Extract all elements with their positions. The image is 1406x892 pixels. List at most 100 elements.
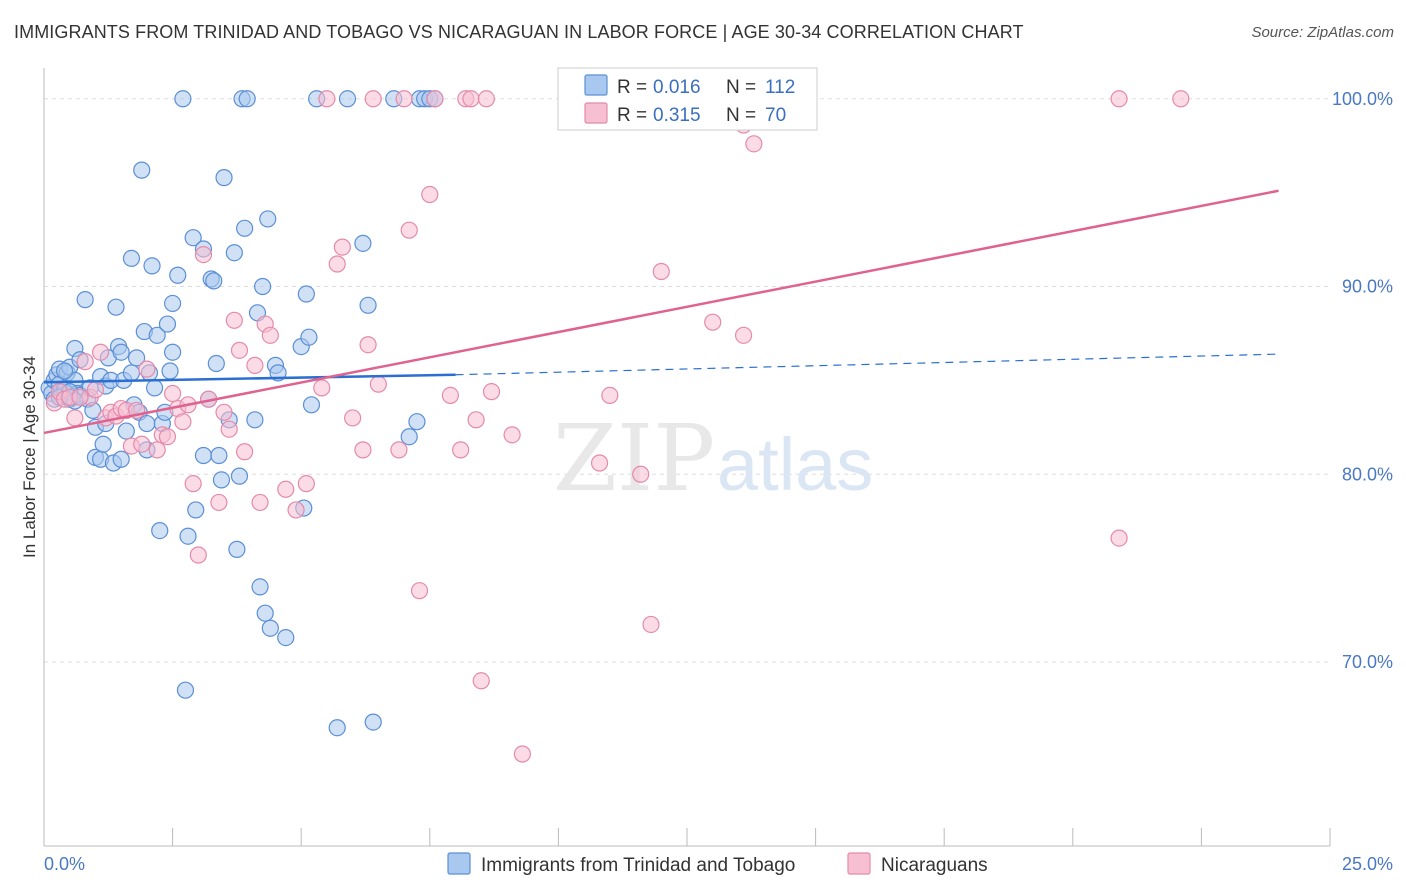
bottom-legend: Immigrants from Trinidad and Tobago Nicar…	[447, 852, 988, 876]
x-tick-label: 25.0%	[1342, 854, 1393, 874]
trinidad-point	[230, 467, 249, 485]
nicaraguans-point	[318, 90, 336, 108]
grid-lines	[44, 98, 1330, 663]
trinidad-point	[259, 210, 277, 228]
trinidad-point	[164, 343, 182, 361]
y-tick-label: 80.0%	[1342, 464, 1393, 484]
bottom-legend-blue-swatch	[447, 852, 471, 875]
nicaraguans-point	[441, 386, 459, 405]
trinidad-point	[225, 244, 243, 262]
trinidad-point	[215, 169, 233, 187]
nicaraguans-trend-line	[43, 189, 1279, 435]
legend-n-label: N =	[726, 77, 756, 98]
trinidad-point	[161, 362, 179, 380]
nicaraguans-point	[333, 238, 351, 256]
trinidad-point	[184, 229, 202, 247]
nicaraguans-point	[76, 353, 94, 371]
nicaraguans-point	[1110, 90, 1128, 108]
trinidad-point	[354, 234, 372, 252]
nicaraguans-point	[1172, 90, 1190, 108]
nicaraguans-point	[513, 745, 531, 763]
trinidad-point	[143, 257, 161, 275]
nicaraguans-point	[472, 672, 490, 690]
trinidad-point	[236, 219, 254, 237]
bottom-legend-pink-swatch	[847, 852, 871, 875]
x-tick-labels: 0.0% 25.0%	[44, 854, 1393, 874]
y-tick-labels: 70.0% 80.0% 90.0% 100.0%	[1332, 89, 1393, 672]
nicaraguans-point	[477, 90, 495, 108]
nicaraguans-point	[369, 375, 387, 393]
nicaraguans-point	[328, 255, 346, 273]
y-tick-label: 100.0%	[1332, 89, 1393, 109]
bottom-legend-label: Nicaraguans	[881, 855, 988, 876]
nicaraguans-point	[364, 90, 382, 108]
trinidad-point	[174, 90, 192, 108]
nicaraguans-point	[277, 480, 295, 498]
trinidad-point	[238, 90, 256, 108]
trinidad-point	[364, 713, 382, 731]
nicaraguans-point	[225, 311, 243, 329]
trinidad-point	[297, 285, 315, 303]
nicaraguans-point	[632, 465, 650, 483]
nicaraguans-point	[590, 454, 609, 472]
watermark-zip: ZIP	[553, 405, 715, 512]
trinidad-point	[338, 90, 357, 108]
watermark-atlas: atlas	[717, 423, 873, 506]
legend-pink-swatch	[584, 102, 608, 124]
nicaraguans-point	[395, 90, 413, 108]
nicaraguans-point	[133, 435, 151, 453]
nicaraguans-point	[467, 411, 485, 429]
nicaraguans-point	[91, 343, 110, 361]
nicaraguans-point	[184, 475, 202, 493]
nicaraguans-point	[71, 388, 89, 406]
nicaraguans-point	[652, 262, 670, 281]
trinidad-point	[133, 161, 151, 179]
trinidad-trend-line	[43, 373, 456, 384]
nicaraguans-point	[462, 90, 480, 108]
legend-r-label: R =	[617, 77, 647, 98]
nicaraguans-point	[164, 384, 182, 403]
trinidad-point	[151, 521, 169, 540]
trinidad-point	[300, 328, 318, 346]
trinidad-point	[205, 272, 223, 290]
axes	[43, 68, 1331, 847]
y-tick-label: 90.0%	[1342, 277, 1393, 297]
nicaraguans-point	[215, 403, 233, 421]
y-axis-title: In Labor Force | Age 30-34	[20, 356, 39, 558]
series-pink-points	[45, 90, 1190, 763]
nicaraguans-point	[210, 493, 228, 512]
nicaraguans-point	[297, 475, 315, 493]
nicaraguans-point	[344, 409, 362, 427]
trinidad-point	[138, 414, 156, 433]
trinidad-point	[169, 266, 187, 284]
legend-n-value: 70	[765, 105, 786, 126]
legend-n-value: 112	[765, 77, 795, 98]
y-tick-label: 70.0%	[1342, 652, 1393, 672]
trinidad-point	[76, 291, 94, 309]
trinidad-point	[228, 540, 246, 558]
trinidad-point	[112, 343, 130, 361]
trinidad-point	[122, 249, 141, 267]
nicaraguans-point	[174, 413, 192, 431]
legend-n-label: N =	[726, 105, 756, 126]
nicaraguans-point	[745, 135, 763, 153]
trinidad-point	[302, 396, 321, 414]
trinidad-point	[359, 296, 377, 314]
trinidad-point	[328, 719, 346, 737]
trinidad-point	[277, 629, 295, 647]
nicaraguans-point	[734, 326, 753, 344]
nicaraguans-point	[236, 443, 254, 461]
chart-source: Source: ZipAtlas.com	[1251, 24, 1394, 41]
nicaraguans-point	[354, 441, 372, 459]
nicaraguans-point	[313, 379, 331, 397]
trinidad-point	[148, 326, 166, 344]
trinidad-point	[210, 446, 228, 465]
x-tick-label: 0.0%	[44, 854, 85, 874]
nicaraguans-point	[86, 381, 105, 399]
nicaraguans-point	[421, 185, 439, 204]
nicaraguans-point	[220, 420, 238, 438]
legend-box: R = 0.016 N = 112 R = 0.315 N = 70	[557, 67, 818, 131]
nicaraguans-point	[251, 493, 269, 512]
trinidad-point	[55, 362, 74, 380]
